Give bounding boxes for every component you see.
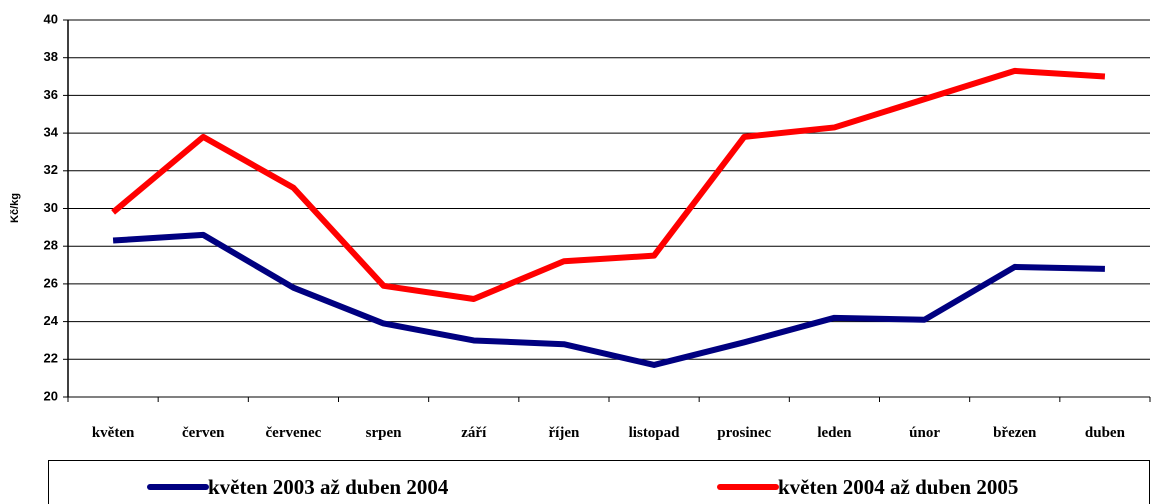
x-tick-label: listopad — [629, 425, 681, 441]
x-tick-label: červen — [182, 425, 225, 441]
legend-label: květen 2004 až duben 2005 — [778, 475, 1018, 499]
series-line — [111, 67, 1106, 302]
y-tick-label: 40 — [44, 11, 58, 26]
x-tick-label: únor — [909, 425, 940, 441]
y-tick-label: 32 — [44, 162, 58, 177]
y-tick-label: 30 — [44, 200, 58, 215]
y-tick-label: 28 — [44, 238, 58, 253]
legend-label: květen 2003 až duben 2004 — [208, 475, 449, 499]
x-tick-label: březen — [993, 425, 1037, 441]
y-tick-label: 34 — [44, 125, 59, 140]
x-tick-label: květen — [92, 425, 135, 441]
y-tick-label: 38 — [44, 49, 58, 64]
y-axis-label: Kč/kg — [9, 193, 21, 223]
y-tick-label: 20 — [44, 388, 58, 403]
y-tick-label: 36 — [44, 87, 58, 102]
legend-box — [48, 460, 1150, 504]
y-tick-label: 24 — [44, 313, 59, 328]
y-tick-label: 26 — [44, 275, 58, 290]
x-tick-label: prosinec — [717, 425, 771, 441]
x-tick-label: červenec — [266, 425, 322, 441]
x-tick-label: leden — [817, 425, 852, 441]
series-line — [112, 231, 1105, 368]
x-tick-label: duben — [1085, 425, 1126, 441]
x-tick-label: říjen — [549, 425, 580, 441]
y-tick-label: 22 — [44, 351, 58, 366]
x-tick-label: září — [461, 425, 487, 441]
x-tick-label: srpen — [366, 425, 402, 441]
